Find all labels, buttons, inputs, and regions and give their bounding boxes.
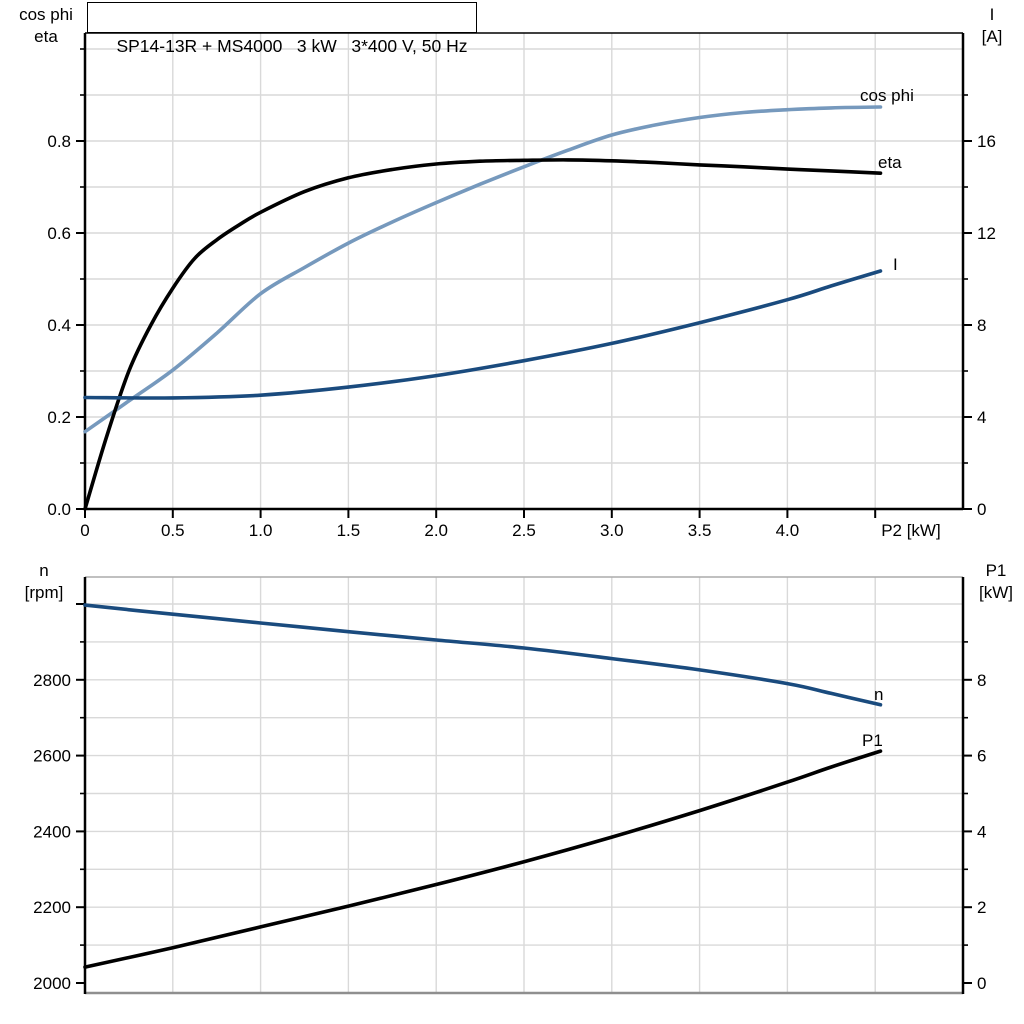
tick-label-x: 2.0 bbox=[424, 521, 448, 540]
axis-title-p1-unit: [kW] bbox=[979, 583, 1013, 602]
tick-label-right: 2 bbox=[977, 898, 986, 917]
tick-label-left: 0.2 bbox=[47, 408, 71, 427]
tick-label-left: 2600 bbox=[33, 747, 71, 766]
curve-input-power bbox=[83, 749, 883, 969]
axis-title-eta: eta bbox=[34, 27, 58, 46]
bottom-chart-right-axis-title: P1 [kW] bbox=[974, 560, 1018, 604]
tick-label-right: 16 bbox=[977, 132, 996, 151]
chart-title: SP14-13R + MS4000 3 kW 3*400 V, 50 Hz bbox=[116, 36, 468, 56]
tick-label-left: 0.8 bbox=[47, 132, 71, 151]
tick-label-right: 0 bbox=[977, 500, 986, 519]
tick-label-right: 8 bbox=[977, 671, 986, 690]
top-chart-right-axis-title: I [A] bbox=[972, 4, 1012, 48]
curve-label-current: I bbox=[893, 255, 898, 274]
curve-speed bbox=[83, 603, 883, 707]
chart-title-box: SP14-13R + MS4000 3 kW 3*400 V, 50 Hz bbox=[87, 2, 478, 56]
tick-label-left: 2200 bbox=[33, 898, 71, 917]
tick-label-x: 1.0 bbox=[249, 521, 273, 540]
tick-label-x: 3.0 bbox=[600, 521, 624, 540]
axis-title-speed-unit: [rpm] bbox=[24, 583, 64, 602]
tick-label-x: 4.0 bbox=[776, 521, 800, 540]
tick-label-right: 4 bbox=[977, 822, 986, 841]
tick-label-left: 0.0 bbox=[47, 500, 71, 519]
tick-label-left: 0.6 bbox=[47, 224, 71, 243]
curve-current bbox=[83, 269, 883, 400]
top-chart-left-axis-title: cos phi eta bbox=[8, 4, 84, 48]
tick-label-right: 0 bbox=[977, 974, 986, 993]
bottom-chart-left-axis-title: n [rpm] bbox=[16, 560, 72, 604]
curve-label-eta: eta bbox=[878, 153, 902, 172]
tick-label-right: 4 bbox=[977, 408, 986, 427]
tick-label-left: 2400 bbox=[33, 822, 71, 841]
tick-label-left: 0.4 bbox=[47, 316, 71, 335]
tick-label-right: 12 bbox=[977, 224, 996, 243]
tick-label-x: 2.5 bbox=[512, 521, 536, 540]
curve-label-input-power: P1 bbox=[862, 731, 883, 750]
tick-label-x: P2 [kW] bbox=[881, 521, 941, 540]
tick-label-left: 2800 bbox=[33, 671, 71, 690]
tick-label-left: 2000 bbox=[33, 974, 71, 993]
tick-label-x: 3.5 bbox=[688, 521, 712, 540]
top-chart: 0.0 0.2 0.4 0.6 0.8 0 4 8 12 16 0 0.5 1.0 1.5 2.0 2.5 3.… bbox=[47, 32, 996, 540]
axis-title-speed: n bbox=[39, 561, 49, 580]
tick-label-x: 1.5 bbox=[337, 521, 361, 540]
curve-label-speed: n bbox=[874, 685, 883, 704]
curve-eta bbox=[83, 158, 883, 511]
axis-title-current: I bbox=[989, 5, 995, 24]
curve-cos-phi bbox=[83, 105, 883, 434]
tick-label-right: 6 bbox=[977, 747, 986, 766]
tick-label-x: 0.5 bbox=[161, 521, 185, 540]
axis-title-current-unit: [A] bbox=[981, 27, 1003, 46]
curve-label-cos-phi: cos phi bbox=[860, 86, 914, 105]
bottom-chart: 2000 2200 2400 2600 2800 0 2 4 6 8 n P1 bbox=[33, 576, 986, 995]
tick-label-x: 0 bbox=[80, 521, 89, 540]
axis-title-p1: P1 bbox=[985, 561, 1007, 580]
axis-title-cos-phi: cos phi bbox=[19, 5, 73, 24]
tick-label-right: 8 bbox=[977, 316, 986, 335]
